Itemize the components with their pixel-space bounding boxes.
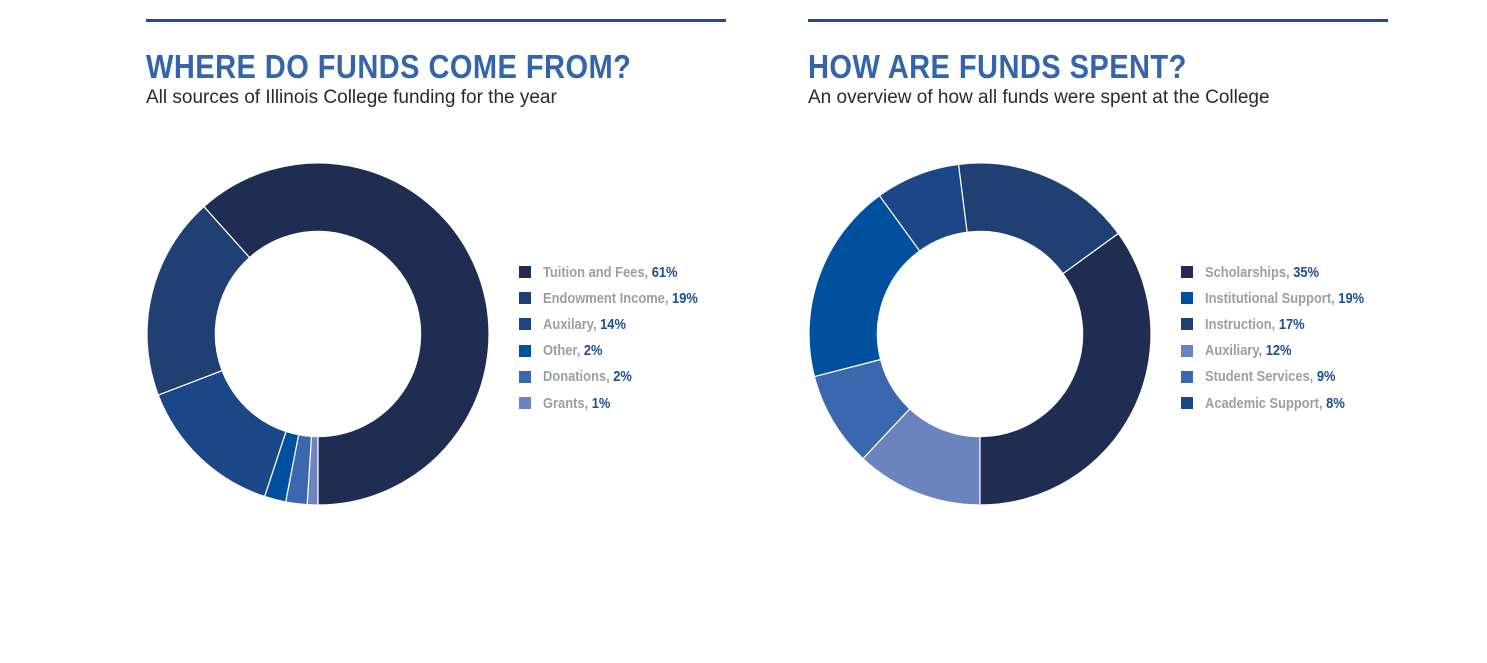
legend-item-academic-support: Academic Support, 8%: [1181, 390, 1390, 416]
legend-category: Tuition and Fees,: [543, 263, 652, 281]
legend-swatch: [1181, 318, 1193, 331]
section-divider: [146, 19, 726, 22]
legend-label: Grants, 1%: [543, 395, 610, 412]
legend-swatch: [1181, 397, 1193, 410]
legend-swatch: [519, 292, 531, 305]
legend-category: Other,: [543, 342, 584, 360]
legend-item-donations: Donations, 2%: [519, 364, 723, 390]
legend-category: Scholarships,: [1205, 263, 1294, 281]
legend-swatch: [1181, 370, 1193, 383]
funds-spent-donut-chart: [808, 162, 1152, 506]
funds-spent-legend: Scholarships, 35% Institutional Support, …: [1181, 259, 1390, 416]
legend-swatch: [519, 397, 531, 410]
donut-slice-tuition-and-fees: [203, 162, 490, 506]
legend-item-auxiliary: Auxiliary, 12%: [1181, 338, 1390, 364]
chart-subtitle: All sources of Illinois College funding …: [146, 87, 557, 108]
legend-category: Auxiliary,: [1205, 342, 1266, 360]
legend-item-student-services: Student Services, 9%: [1181, 364, 1390, 390]
legend-item-institutional-support: Institutional Support, 19%: [1181, 285, 1390, 311]
legend-swatch: [519, 266, 531, 279]
donut-slice-auxilary: [157, 369, 287, 498]
legend-item-instruction: Instruction, 17%: [1181, 311, 1390, 337]
legend-category: Auxilary,: [543, 315, 601, 333]
chart-title: WHERE DO FUNDS COME FROM?: [146, 48, 632, 85]
legend-category: Student Services,: [1205, 368, 1317, 386]
legend-label: Donations, 2%: [543, 368, 632, 385]
legend-percent: 8%: [1326, 394, 1345, 412]
legend-item-endowment-income: Endowment Income, 19%: [519, 285, 723, 311]
legend-item-auxilary: Auxilary, 14%: [519, 311, 723, 337]
legend-label: Institutional Support, 19%: [1205, 290, 1364, 307]
legend-percent: 12%: [1265, 342, 1292, 360]
legend-percent: 19%: [1338, 289, 1365, 307]
legend-label: Other, 2%: [543, 342, 603, 359]
legend-percent: 14%: [600, 315, 626, 333]
legend-percent: 19%: [672, 289, 698, 307]
legend-percent: 9%: [1316, 368, 1336, 386]
legend-swatch: [519, 370, 531, 383]
legend-category: Academic Support,: [1205, 394, 1327, 412]
chart-subtitle: An overview of how all funds were spent …: [808, 87, 1270, 108]
legend-category: Endowment Income,: [543, 289, 673, 307]
legend-label: Endowment Income, 19%: [543, 290, 698, 307]
funds-spent-panel: HOW ARE FUNDS SPENT? An overview of how …: [808, 19, 1388, 519]
legend-item-tuition-and-fees: Tuition and Fees, 61%: [519, 259, 723, 285]
legend-percent: 35%: [1293, 263, 1320, 281]
legend-category: Grants,: [543, 394, 592, 412]
legend-item-grants: Grants, 1%: [519, 390, 723, 416]
legend-label: Instruction, 17%: [1205, 316, 1305, 333]
legend-swatch: [519, 318, 531, 331]
legend-percent: 2%: [583, 342, 603, 360]
legend-label: Tuition and Fees, 61%: [543, 264, 678, 281]
legend-swatch: [519, 344, 531, 357]
chart-title: HOW ARE FUNDS SPENT?: [808, 48, 1187, 85]
legend-item-scholarships: Scholarships, 35%: [1181, 259, 1390, 285]
legend-label: Academic Support, 8%: [1205, 395, 1345, 412]
legend-percent: 1%: [591, 394, 611, 412]
funding-sources-legend: Tuition and Fees, 61% Endowment Income, 1…: [519, 259, 723, 416]
legend-label: Scholarships, 35%: [1205, 264, 1319, 281]
legend-swatch: [1181, 266, 1193, 279]
legend-category: Institutional Support,: [1205, 289, 1339, 307]
funding-sources-panel: WHERE DO FUNDS COME FROM? All sources of…: [146, 19, 726, 519]
legend-category: Instruction,: [1205, 315, 1279, 333]
legend-item-other: Other, 2%: [519, 338, 723, 364]
legend-category: Donations,: [543, 368, 614, 386]
legend-swatch: [1181, 344, 1193, 357]
donut-slice-scholarships: [979, 232, 1152, 506]
legend-percent: 17%: [1278, 315, 1305, 333]
legend-swatch: [1181, 292, 1193, 305]
legend-label: Auxiliary, 12%: [1205, 342, 1292, 359]
legend-percent: 61%: [651, 263, 678, 281]
funding-sources-donut-chart: [146, 162, 490, 506]
legend-label: Auxilary, 14%: [543, 316, 626, 333]
legend-label: Student Services, 9%: [1205, 368, 1336, 385]
section-divider: [808, 19, 1388, 22]
legend-percent: 2%: [613, 368, 632, 386]
